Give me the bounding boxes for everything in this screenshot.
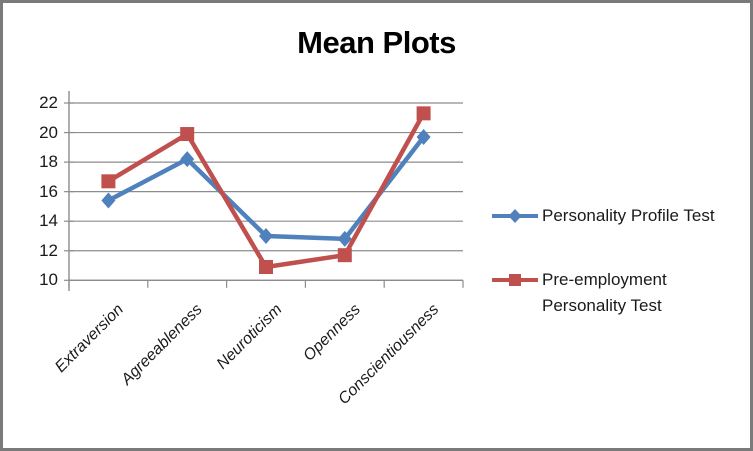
legend-label-line: Pre-employment	[542, 270, 667, 289]
legend-label: Pre-employment Personality Test	[542, 267, 667, 319]
legend-label: Personality Profile Test	[542, 203, 715, 229]
legend-label-line: Personality Test	[542, 296, 662, 315]
data-point-marker	[259, 260, 273, 275]
y-axis-label: 20	[39, 122, 58, 142]
data-point-marker	[416, 106, 431, 121]
y-axis-label: 22	[39, 93, 58, 112]
diamond-marker-icon	[492, 209, 538, 223]
chart-title: Mean Plots	[297, 25, 456, 60]
data-point-marker	[416, 128, 431, 145]
data-point-marker	[101, 174, 116, 189]
y-axis-label: 18	[39, 152, 58, 172]
legend-entry: Pre-employment Personality Test	[491, 267, 667, 319]
data-point-marker	[180, 127, 195, 142]
data-point-marker	[259, 227, 273, 244]
legend-label-line: Personality Profile Test	[542, 206, 715, 225]
data-point-marker	[337, 230, 352, 247]
square-marker-icon	[492, 274, 538, 286]
y-axis-label: 10	[39, 270, 58, 290]
data-point-marker	[101, 192, 116, 209]
plot-area	[64, 91, 464, 291]
data-point-marker	[180, 151, 195, 168]
y-axis-label: 12	[39, 240, 58, 260]
data-point-marker	[337, 248, 352, 263]
y-axis-label: 16	[39, 181, 58, 201]
legend-entry: Personality Profile Test	[491, 203, 715, 229]
y-axis-label: 14	[39, 211, 58, 231]
